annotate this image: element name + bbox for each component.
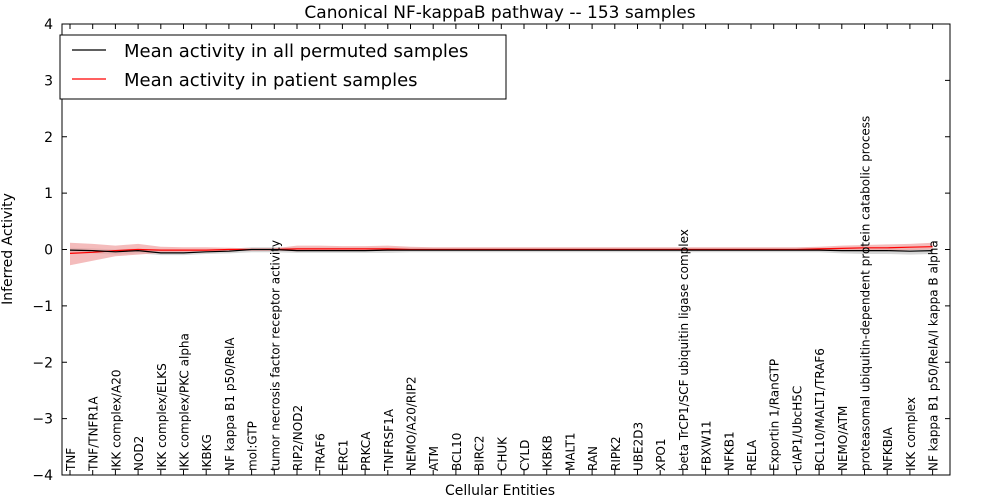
x-tick-label: RELA: [745, 439, 759, 471]
x-tick-label: PRKCA: [359, 431, 373, 471]
x-tick-label: TNF/TNFR1A: [87, 396, 101, 472]
x-tick-label: NFKBIA: [881, 426, 895, 471]
x-axis-label: Cellular Entities: [445, 483, 555, 499]
plot-frame: [61, 23, 951, 476]
y-tick-label: −3: [32, 412, 53, 428]
y-axis-label: Inferred Activity: [0, 193, 16, 305]
chart-title: Canonical NF-kappaB pathway -- 153 sampl…: [304, 3, 695, 23]
x-tick-label: NEMO/A20/RIP2: [405, 376, 419, 471]
y-tick-label: 3: [44, 73, 53, 89]
x-tick-label: ATM: [427, 446, 441, 471]
x-tick-label: ERC1: [336, 440, 350, 471]
y-tick-label: 4: [44, 17, 53, 33]
series-line-0: [69, 248, 933, 254]
legend-label-permuted: Mean activity in all permuted samples: [124, 41, 468, 62]
x-tick-label: IKK complex/ELKS: [155, 363, 169, 471]
x-tick-label: beta TrCP1/SCF ubiquitin ligase complex: [677, 229, 691, 471]
x-tick-label: IKK complex/PKC alpha: [178, 333, 192, 471]
y-tick-labels: 4 3 2 1 0 −1 −2 −3 −4: [32, 17, 53, 484]
x-tick-label: IKK complex: [904, 397, 918, 471]
legend: Mean activity in all permuted samples Me…: [59, 34, 507, 100]
x-tick-label: TNF: [64, 448, 78, 472]
x-tick-label: NOD2: [132, 436, 146, 471]
x-tick-label: NF kappa B1 p50/RelA: [223, 337, 237, 471]
x-tick-label: MALT1: [563, 432, 577, 471]
legend-box: [59, 34, 507, 100]
confidence-bands: [70, 242, 933, 266]
x-tick-label: IKBKG: [200, 434, 214, 471]
x-tick-label: RIPK2: [609, 436, 623, 471]
y-tick-label: −1: [32, 299, 53, 315]
x-tick-label: RIP2/NOD2: [291, 405, 305, 471]
x-tick-label: CYLD: [518, 440, 532, 471]
x-tick-label: BCL10: [450, 433, 464, 471]
x-tick-label: XPO1: [654, 438, 668, 471]
x-tick-label: mol:GTP: [246, 421, 260, 471]
x-tick-label: BCL10/MALT1/TRAF6: [813, 348, 827, 471]
y-tick-label: 0: [44, 243, 53, 259]
x-tick-label: cIAP1/UbcH5C: [790, 386, 804, 471]
y-tick-label: −4: [32, 468, 53, 484]
x-tick-labels: TNF TNF/TNFR1A IKK complex/A20 NOD2 IKK comp…: [64, 116, 941, 472]
x-tick-label: NEMO/ATM: [836, 406, 850, 471]
legend-label-patient: Mean activity in patient samples: [124, 70, 418, 91]
y-tick-label: 1: [44, 186, 53, 202]
x-tick-label: tumor necrosis factor receptor activity: [268, 240, 282, 471]
x-tick-label: CHUK: [495, 436, 509, 471]
x-tick-label: NFKB1: [722, 431, 736, 471]
x-tick-label: RAN: [586, 446, 600, 471]
x-tick-label: TNFRSF1A: [382, 408, 396, 472]
x-tick-label: TRAF6: [314, 433, 328, 472]
x-tick-label: proteasomal ubiquitin-dependent protein …: [859, 116, 873, 471]
x-tick-label: FBXW11: [700, 421, 714, 472]
x-tick-label: IKBKB: [541, 435, 555, 471]
x-tick-label: BIRC2: [473, 435, 487, 471]
x-tick-label: UBE2D3: [632, 422, 646, 471]
series-lines: [69, 246, 933, 254]
y-tick-label: −2: [32, 355, 53, 371]
band-1: [70, 242, 933, 266]
x-tick-label: NF kappa B1 p50/RelA/I kappa B alpha: [927, 240, 941, 471]
x-tick-label: IKK complex/A20: [109, 370, 123, 471]
x-tick-label: Exportin 1/RanGTP: [768, 359, 782, 471]
y-tick-label: 2: [44, 130, 53, 146]
